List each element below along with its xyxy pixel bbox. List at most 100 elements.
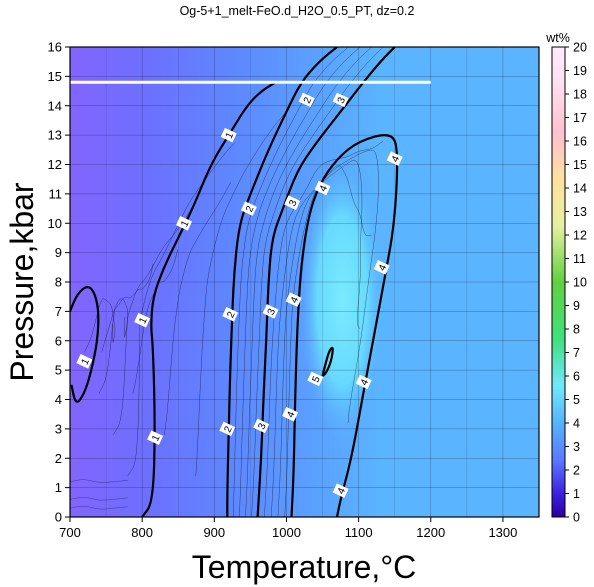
thin-contour-1-4 (195, 114, 285, 476)
contour-label-text-3: 1 (80, 357, 93, 367)
y-axis-label: Pressure,kbar (4, 182, 40, 382)
contour-label-18: 4 (355, 374, 372, 390)
y-tick-label-7: 7 (55, 304, 62, 319)
contour-label-text-8: 2 (222, 424, 235, 434)
colorbar-tick-label-9: 9 (573, 299, 580, 313)
y-tick-label-11: 11 (49, 186, 63, 201)
x-tick-label-1: 800 (131, 525, 153, 540)
thin-contour-2-2 (239, 47, 361, 517)
contour-label-text-1: 1 (179, 219, 192, 229)
contour-label-box-10 (284, 195, 301, 210)
y-tick-label-15: 15 (48, 69, 62, 84)
chart-title: Og-5+1_melt-FeO.d_H2O_0.5_PT, dz=0.2 (180, 4, 415, 18)
thin-contour-1-1 (101, 298, 128, 353)
contour-label-box-19 (332, 483, 349, 498)
contour-label-14: 4 (314, 180, 331, 196)
x-tick-label-2: 900 (203, 525, 225, 540)
colorbar-tick-label-10: 10 (573, 276, 587, 290)
contour-label-0: 1 (220, 127, 237, 143)
thin-contour-3-2 (271, 165, 372, 517)
y-tick-label-9: 9 (55, 245, 62, 260)
contour-line-1-1 (70, 286, 100, 403)
thin-contour-low-2 (70, 479, 128, 483)
contour-label-2: 1 (134, 312, 151, 328)
contour-label-text-2: 1 (137, 316, 150, 326)
contour-label-box-14 (314, 180, 331, 196)
colorbar-tick-label-11: 11 (573, 252, 586, 266)
contour-label-box-16 (282, 406, 299, 422)
y-tick-label-10: 10 (48, 216, 62, 231)
y-tick-label-14: 14 (48, 98, 62, 113)
x-tick-label-3: 1000 (272, 525, 301, 540)
colorbar-tick-label-18: 18 (573, 88, 587, 102)
contour-label-box-0 (220, 127, 237, 143)
thin-contour-2-3 (245, 47, 372, 517)
contour-label-4: 1 (147, 430, 164, 445)
contour-label-1: 1 (175, 216, 193, 231)
contour-label-text-17: 4 (377, 263, 390, 273)
contour-label-box-11 (262, 304, 279, 319)
thin-contour-1-3 (164, 182, 231, 435)
x-tick-label-0: 700 (59, 525, 81, 540)
y-tick-label-6: 6 (55, 333, 62, 348)
contour-label-19: 4 (332, 483, 349, 498)
thin-contour-3-3 (277, 159, 363, 517)
contour-label-box-18 (355, 374, 372, 390)
x-axis-label: Temperature,°C (192, 549, 416, 585)
contour-label-box-5 (298, 92, 315, 108)
y-tick-label-0: 0 (55, 510, 62, 525)
grid-lines (70, 47, 539, 517)
colorbar-tick-label-17: 17 (573, 111, 587, 125)
contour-label-7: 2 (222, 307, 239, 322)
contour-label-text-12: 3 (256, 421, 269, 431)
colorbar-tick-label-20: 20 (573, 41, 587, 55)
contour-label-3: 1 (76, 354, 93, 369)
y-tick-label-16: 16 (48, 40, 62, 55)
contour-label-17: 4 (373, 260, 390, 275)
contour-label-text-19: 4 (336, 486, 349, 496)
contour-label-11: 3 (262, 304, 279, 319)
colorbar-gradient (551, 46, 566, 518)
contour-label-12: 3 (253, 418, 270, 434)
colorbar-tick-label-19: 19 (573, 64, 587, 78)
thin-contour-0-4 (84, 298, 116, 353)
contour-label-box-8 (219, 421, 236, 437)
contour-label-text-0: 1 (224, 130, 237, 140)
contour-label-text-11: 3 (266, 307, 279, 317)
colorbar-tick-label-3: 3 (573, 440, 580, 454)
colorbar-tick-label-14: 14 (573, 182, 587, 196)
thin-contour-low-1 (70, 497, 128, 501)
contour-line-2-2 (226, 47, 338, 517)
colorbar-tick-label-1: 1 (573, 487, 580, 501)
contour-label-text-14: 4 (318, 183, 331, 193)
y-tick-label-4: 4 (55, 392, 62, 407)
x-tick-label-5: 1200 (416, 525, 445, 540)
contour-label-10: 3 (284, 195, 301, 210)
colorbar-label: wt% (545, 31, 570, 45)
contour-line-5-5 (321, 346, 334, 377)
colorbar-tick-label-12: 12 (573, 229, 587, 243)
contour-label-text-7: 2 (225, 310, 238, 320)
contour-label-text-10: 3 (287, 198, 300, 208)
contour-line-4-4 (290, 134, 399, 517)
y-tick-label-3: 3 (55, 421, 62, 436)
contour-label-text-6: 2 (244, 204, 257, 214)
contour-label-text-4: 1 (150, 433, 163, 443)
y-tick-label-2: 2 (55, 451, 62, 466)
contour-label-box-4 (147, 430, 164, 445)
contour-label-16: 4 (282, 406, 299, 422)
contour-label-box-6 (240, 201, 257, 216)
colorbar-tick-label-16: 16 (573, 135, 587, 149)
colorbar-tick-label-2: 2 (573, 464, 580, 478)
contour-label-text-15: 4 (289, 295, 302, 305)
y-tick-label-13: 13 (48, 128, 62, 143)
contour-label-box-13 (386, 151, 403, 166)
contour-label-box-20 (307, 371, 324, 387)
contour-label-9: 3 (332, 92, 349, 108)
